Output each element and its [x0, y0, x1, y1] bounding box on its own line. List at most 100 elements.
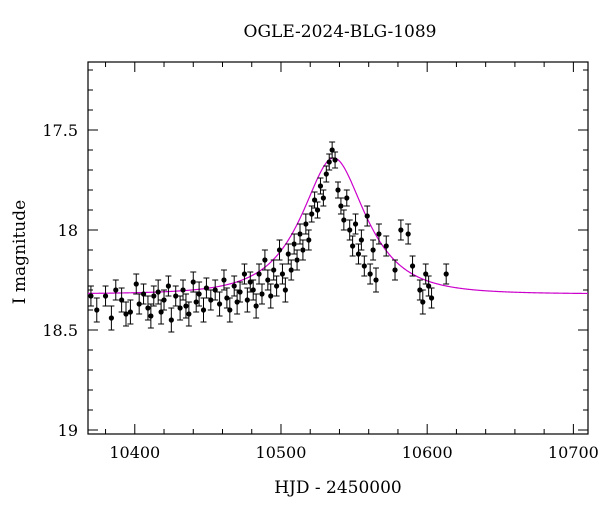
x-axis-label: HJD - 2450000	[274, 478, 402, 498]
point-marker	[265, 277, 271, 283]
data-point	[343, 189, 350, 207]
data-point	[340, 209, 347, 231]
data-point	[317, 177, 324, 195]
point-marker	[297, 231, 303, 237]
data-point	[133, 273, 140, 295]
data-point	[144, 295, 151, 321]
point-marker	[133, 281, 139, 287]
data-point	[361, 255, 368, 277]
data-point	[422, 263, 429, 285]
point-marker	[145, 305, 151, 311]
data-point	[326, 153, 333, 171]
data-point	[397, 219, 404, 241]
data-points	[87, 141, 450, 333]
data-point	[165, 275, 172, 297]
point-marker	[276, 247, 283, 253]
point-marker	[282, 287, 288, 293]
point-marker	[398, 227, 404, 233]
model-curve	[88, 157, 589, 295]
point-marker	[291, 241, 297, 247]
point-marker	[364, 213, 370, 219]
y-tick-label: 19	[58, 421, 78, 440]
data-point	[118, 287, 125, 313]
point-marker	[161, 297, 167, 303]
point-marker	[352, 221, 359, 227]
data-point	[220, 269, 227, 291]
data-point	[168, 307, 175, 333]
data-point	[158, 299, 165, 325]
data-point	[425, 275, 432, 297]
point-marker	[443, 271, 449, 277]
point-marker	[119, 297, 125, 303]
data-point	[258, 283, 265, 305]
point-marker	[190, 279, 196, 285]
point-marker	[123, 311, 129, 317]
point-marker	[271, 267, 277, 273]
point-marker	[216, 301, 223, 307]
data-point	[405, 223, 412, 245]
point-marker	[288, 267, 294, 273]
point-marker	[241, 271, 248, 277]
data-point	[231, 275, 238, 297]
data-point	[302, 213, 309, 235]
point-marker	[148, 313, 154, 319]
data-point	[375, 223, 382, 245]
data-point	[358, 229, 365, 251]
data-point	[349, 235, 356, 257]
point-marker	[262, 257, 268, 263]
x-tick-label: 10400	[109, 443, 160, 462]
data-point	[419, 289, 426, 315]
data-point	[273, 275, 280, 297]
point-marker	[428, 295, 435, 301]
data-point	[314, 201, 321, 219]
data-point	[332, 151, 339, 169]
x-tick-label: 10600	[402, 443, 453, 462]
point-marker	[279, 271, 286, 277]
data-point	[299, 239, 306, 261]
point-marker	[317, 183, 324, 189]
point-marker	[370, 247, 376, 253]
point-marker	[94, 307, 100, 313]
point-marker	[231, 283, 237, 289]
point-marker	[165, 283, 172, 289]
point-marker	[136, 301, 142, 307]
y-axis-label: I magnitude	[10, 199, 30, 305]
point-marker	[303, 221, 309, 227]
data-point	[329, 141, 336, 159]
point-marker	[294, 257, 300, 263]
point-marker	[108, 315, 114, 321]
data-point	[172, 285, 179, 307]
point-marker	[392, 267, 398, 273]
point-marker	[173, 293, 179, 299]
point-marker	[335, 187, 341, 193]
point-marker	[177, 305, 183, 311]
data-point	[364, 205, 371, 227]
x-tick-label: 10500	[256, 443, 307, 462]
point-marker	[338, 203, 344, 209]
data-point	[311, 191, 318, 209]
point-marker	[200, 307, 207, 313]
point-marker	[155, 289, 161, 295]
point-marker	[383, 243, 389, 249]
data-point	[383, 235, 390, 257]
data-point	[392, 259, 399, 281]
data-point	[203, 277, 210, 299]
data-point	[337, 197, 344, 215]
point-marker	[341, 217, 347, 223]
point-marker	[268, 293, 274, 299]
point-marker	[426, 283, 432, 289]
data-point	[123, 301, 130, 327]
data-point	[212, 279, 219, 301]
point-marker	[332, 157, 338, 163]
point-marker	[309, 211, 315, 217]
data-point	[296, 223, 303, 245]
point-marker	[273, 283, 280, 289]
point-marker	[183, 303, 189, 309]
data-point	[182, 293, 189, 319]
data-point	[237, 281, 244, 303]
data-point	[216, 291, 223, 317]
data-point	[196, 281, 203, 307]
data-point	[185, 301, 192, 327]
point-marker	[326, 159, 332, 165]
data-point	[409, 255, 416, 277]
